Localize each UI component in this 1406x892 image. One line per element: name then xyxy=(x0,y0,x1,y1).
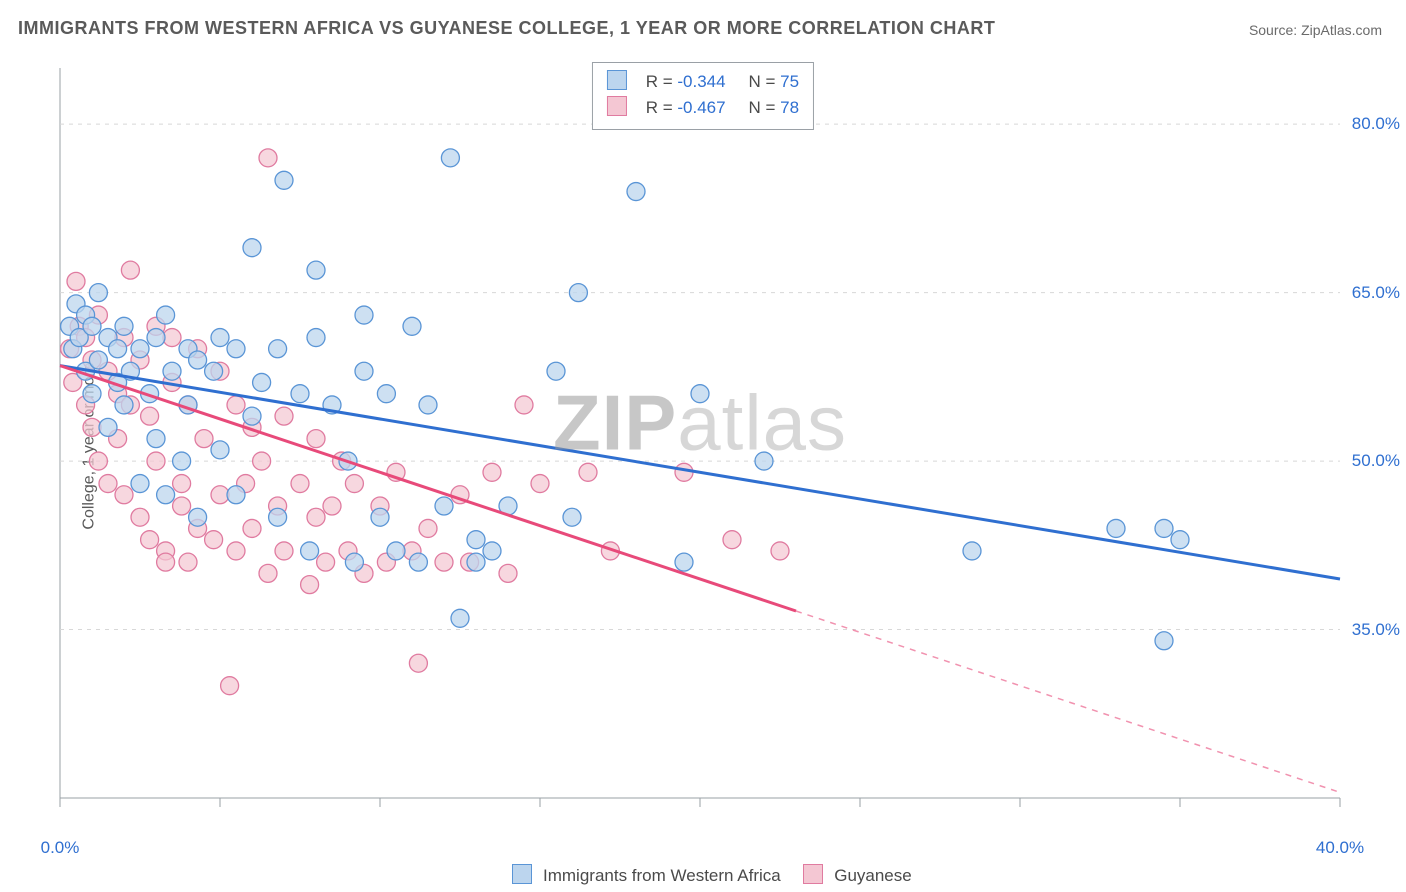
r-value-1: -0.344 xyxy=(677,72,725,91)
correlation-legend: R = -0.344 N = 75 R = -0.467 N = 78 xyxy=(592,62,814,130)
x-tick-label: 40.0% xyxy=(1316,838,1364,858)
chart-title: IMMIGRANTS FROM WESTERN AFRICA VS GUYANE… xyxy=(18,18,995,39)
source-link[interactable]: ZipAtlas.com xyxy=(1301,22,1382,38)
chart-area: ZIPatlas xyxy=(50,58,1350,818)
legend-swatch-2 xyxy=(607,96,627,116)
series-legend: Immigrants from Western Africa Guyanese xyxy=(0,864,1406,886)
y-tick-label: 35.0% xyxy=(1352,620,1400,640)
legend-row-2: R = -0.467 N = 78 xyxy=(607,95,799,121)
r-value-2: -0.467 xyxy=(677,98,725,117)
source-attribution: Source: ZipAtlas.com xyxy=(1249,22,1382,38)
legend-row-1: R = -0.344 N = 75 xyxy=(607,69,799,95)
legend-swatch-series-2 xyxy=(803,864,823,884)
y-tick-label: 65.0% xyxy=(1352,283,1400,303)
legend-swatch-series-1 xyxy=(512,864,532,884)
x-tick-label: 0.0% xyxy=(41,838,80,858)
series-1-label: Immigrants from Western Africa xyxy=(543,866,781,885)
source-label: Source: xyxy=(1249,22,1301,38)
n-value-1: 75 xyxy=(780,72,799,91)
chart-svg xyxy=(50,58,1350,818)
y-tick-label: 80.0% xyxy=(1352,114,1400,134)
series-2-label: Guyanese xyxy=(834,866,912,885)
legend-swatch-1 xyxy=(607,70,627,90)
n-value-2: 78 xyxy=(780,98,799,117)
y-tick-label: 50.0% xyxy=(1352,451,1400,471)
